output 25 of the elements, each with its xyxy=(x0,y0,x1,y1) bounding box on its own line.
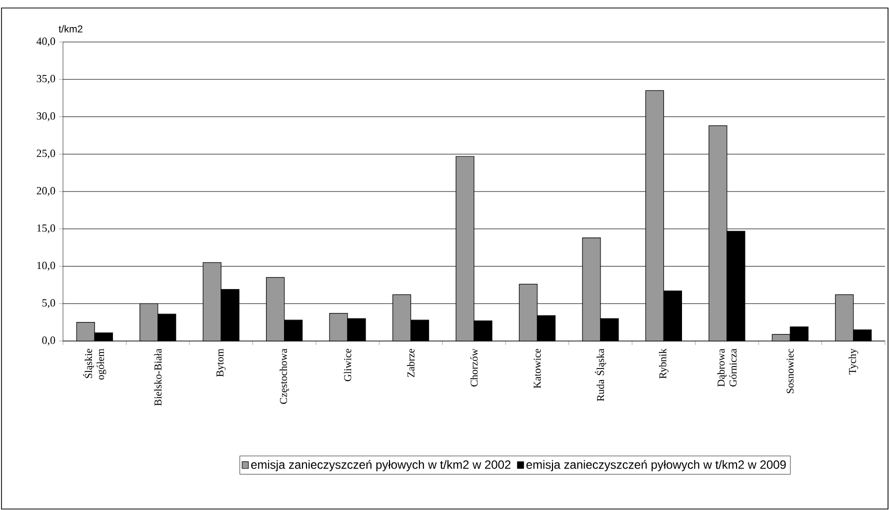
y-tick-label: 15,0 xyxy=(37,224,56,234)
x-tick-label: Chorzów xyxy=(470,348,478,386)
x-tick-label: Częstochowa xyxy=(280,348,289,404)
x-tick-label: Ruda Śląska xyxy=(594,348,606,402)
legend-label: emisja zanieczyszczeń pyłowych w t/km2 w 2009 xyxy=(526,460,786,472)
x-tick-label: Rybnik xyxy=(658,348,668,379)
x-tick-label: Dąbrowa Górnicza xyxy=(717,348,737,387)
x-tick-label: Katowice xyxy=(534,348,541,388)
x-tick-label: Sosnowiec xyxy=(786,348,794,394)
y-tick-label: 5,0 xyxy=(42,299,56,308)
y-axis-title: t/km2 xyxy=(58,25,82,32)
y-tick-label: 40,0 xyxy=(36,38,56,46)
y-tick-label: 30,0 xyxy=(36,112,56,122)
y-tick-label: 10,0 xyxy=(37,262,56,271)
x-tick-label: Tychy xyxy=(848,348,858,374)
y-tick-label: 0,0 xyxy=(42,336,56,346)
legend-label: emisja zanieczyszczeń pyłowych w t/km2 w 2002 xyxy=(251,460,510,472)
y-tick-label: 20,0 xyxy=(36,187,56,196)
x-tick-label: Bytom xyxy=(216,348,226,377)
y-tick-label: 35,0 xyxy=(36,74,56,84)
x-tick-label: Bielsko-Biała xyxy=(154,348,162,406)
x-tick-label: Zabrze xyxy=(407,348,414,378)
y-tick-label: 25,0 xyxy=(36,150,56,159)
x-tick-label: Śląskie ogółem xyxy=(83,348,106,380)
x-tick-label: Gliwice xyxy=(344,348,352,382)
